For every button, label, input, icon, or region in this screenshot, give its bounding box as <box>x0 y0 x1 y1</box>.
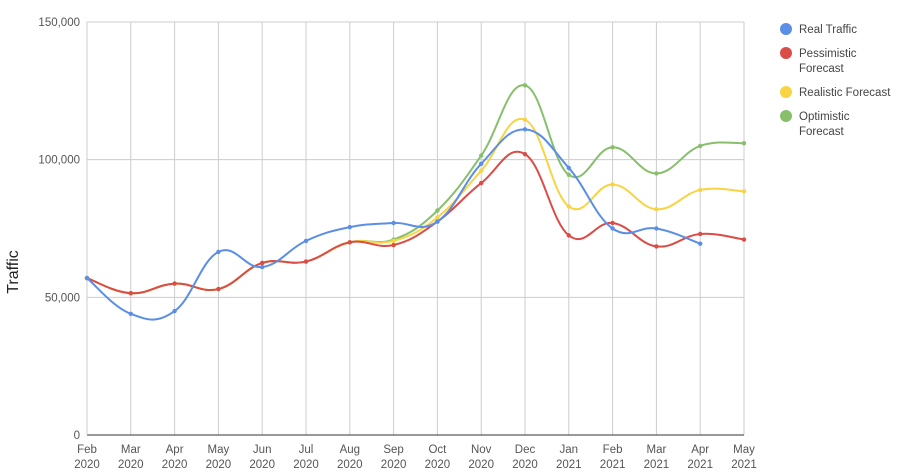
data-point <box>435 215 440 220</box>
legend-item-realistic-forecast: Realistic Forecast <box>780 86 891 99</box>
data-point <box>741 237 747 242</box>
data-point <box>303 259 309 264</box>
data-point <box>435 219 440 224</box>
data-point <box>522 127 528 132</box>
x-tick-label: May 2021 <box>731 444 757 471</box>
data-point <box>566 233 571 238</box>
data-point <box>347 224 352 230</box>
y-axis-title: Traffic <box>5 250 22 294</box>
x-tick-label: Jan 2021 <box>556 444 582 471</box>
data-point <box>522 151 528 157</box>
legend-label: Real Traffic <box>799 24 857 36</box>
x-tick-label: Aug 2020 <box>337 444 363 471</box>
data-point <box>654 171 659 176</box>
data-point <box>741 189 747 194</box>
data-point <box>522 83 528 88</box>
series-line-pessimistic-forecast <box>86 150 745 295</box>
data-point <box>566 165 571 171</box>
data-point <box>654 226 659 231</box>
data-point <box>260 260 265 266</box>
series-real-traffic <box>84 127 703 321</box>
data-point <box>84 275 90 281</box>
data-point <box>391 242 396 248</box>
x-tick-label: Jul 2020 <box>293 444 319 471</box>
data-point <box>435 208 440 213</box>
legend-item-optimistic-forecast: Optimistic Forecast <box>780 110 850 138</box>
series-realistic-forecast <box>84 117 747 296</box>
legend-marker <box>780 86 792 98</box>
x-tick-label: Feb 2020 <box>74 444 100 471</box>
data-point <box>479 161 484 166</box>
data-point <box>698 143 703 149</box>
data-point <box>172 281 177 286</box>
data-point <box>260 264 265 270</box>
legend-item-pessimistic-forecast: Pessimistic Forecast <box>780 47 857 75</box>
x-tick-label: Dec 2020 <box>512 444 538 471</box>
data-point <box>479 153 484 158</box>
data-point <box>522 117 528 122</box>
legend-label: Optimistic Forecast <box>799 111 850 138</box>
data-point <box>216 286 221 292</box>
data-point <box>303 238 309 244</box>
data-point <box>698 187 703 193</box>
x-tick-label: Mar 2021 <box>644 444 670 471</box>
data-point <box>610 220 615 226</box>
series <box>84 83 747 321</box>
y-tick-label: 0 <box>74 430 80 442</box>
series-optimistic-forecast <box>84 83 747 296</box>
x-tick-label: May 2020 <box>206 444 232 471</box>
data-point <box>391 220 396 226</box>
x-tick-label: Mar 2020 <box>118 444 144 471</box>
x-tick-label: Nov 2020 <box>468 444 494 471</box>
legend-marker <box>780 47 792 59</box>
data-point <box>479 180 484 186</box>
data-point <box>610 226 615 231</box>
data-point <box>654 244 659 249</box>
data-point <box>172 308 177 314</box>
data-point <box>654 207 659 212</box>
series-pessimistic-forecast <box>84 150 747 296</box>
x-tick-label: Sep 2020 <box>381 444 407 471</box>
data-point <box>610 145 615 150</box>
legend-marker <box>780 23 792 35</box>
x-tick-label: Apr 2021 <box>687 444 713 471</box>
data-point <box>698 241 703 246</box>
data-point <box>566 172 571 178</box>
x-tick-label: Jun 2020 <box>249 444 275 471</box>
legend-marker <box>780 110 792 122</box>
x-tick-label: Oct 2020 <box>425 444 451 471</box>
legend-label: Realistic Forecast <box>799 87 891 99</box>
data-point <box>391 238 396 244</box>
data-point <box>128 291 133 296</box>
y-tick-label: 150,000 <box>38 17 80 29</box>
data-point <box>741 140 747 146</box>
data-point <box>216 249 221 255</box>
data-point <box>128 311 133 317</box>
series-line-realistic-forecast <box>86 117 745 295</box>
y-tick-label: 50,000 <box>45 292 80 304</box>
y-tick-label: 100,000 <box>38 155 80 167</box>
data-point <box>479 168 484 173</box>
data-point <box>698 231 703 237</box>
axes: 0 50,000 100,000 150,000 Feb 2020 Mar 2020 Apr 20… <box>38 17 756 471</box>
data-point <box>347 240 352 245</box>
x-tick-label: Apr 2020 <box>162 444 188 471</box>
legend-label: Pessimistic Forecast <box>799 48 857 75</box>
legend: Real Traffic Pessimistic Forecast Realistic… <box>780 23 891 138</box>
legend-item-real-traffic: Real Traffic <box>780 23 857 36</box>
x-tick-label: Feb 2021 <box>600 444 626 471</box>
series-line-optimistic-forecast <box>86 84 745 295</box>
data-point <box>610 182 615 187</box>
data-point <box>566 204 571 209</box>
